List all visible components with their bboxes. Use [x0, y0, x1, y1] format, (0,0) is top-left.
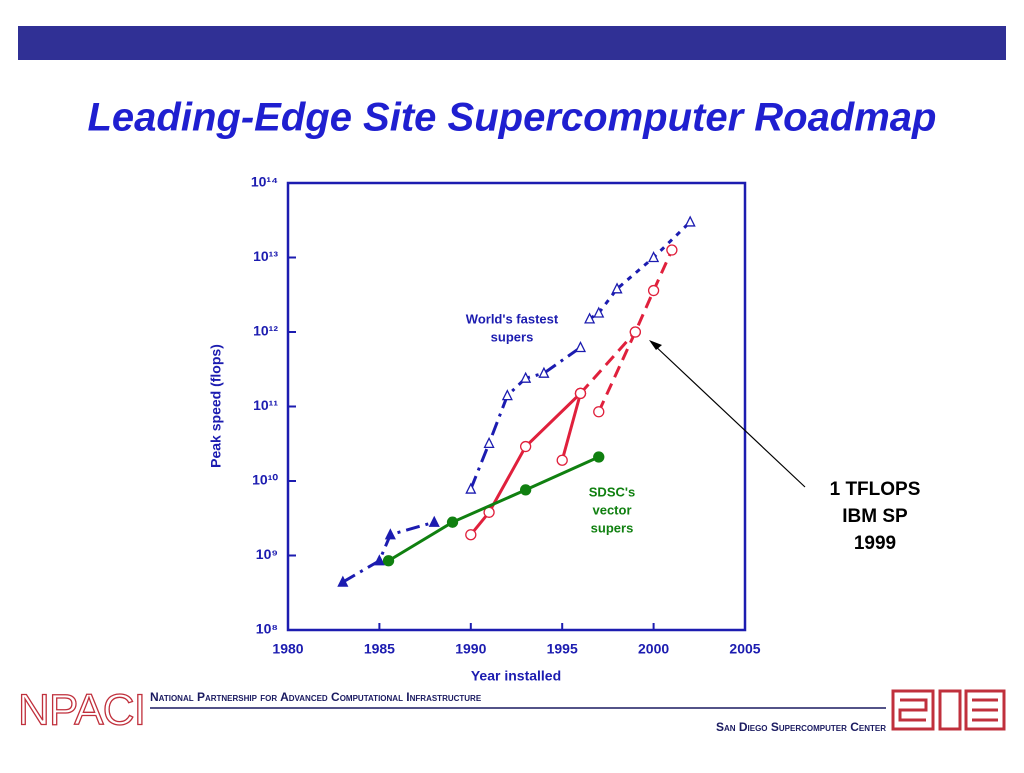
- marker: [384, 528, 396, 540]
- center-name: San Diego Supercomputer Center: [716, 720, 886, 734]
- arrowhead: [649, 340, 662, 350]
- x-tick-label: 2005: [729, 641, 760, 657]
- marker: [373, 554, 385, 566]
- annotation: supers: [591, 520, 634, 535]
- series-line: [597, 249, 674, 413]
- marker: [684, 215, 696, 227]
- series-line: [560, 392, 582, 461]
- title: Leading-Edge Site Supercomputer Roadmap: [87, 96, 936, 140]
- y-axis-label: Peak speed (flops): [208, 344, 224, 468]
- y-tick-label: 10⁸: [256, 621, 278, 637]
- annotation: 1 TFLOPS: [830, 479, 921, 500]
- series-line: [387, 455, 600, 563]
- series-line: [342, 520, 435, 584]
- marker: [574, 387, 587, 400]
- marker: [519, 484, 532, 496]
- annotation: World's fastest: [466, 311, 559, 326]
- marker: [465, 529, 477, 541]
- partnership: National Partnership for Advanced Comput…: [150, 690, 482, 704]
- y-tick-label: 10¹⁴: [251, 174, 278, 190]
- x-tick-label: 1990: [455, 641, 486, 657]
- arrow: [651, 342, 806, 488]
- y-tick-label: 10¹²: [253, 323, 278, 339]
- series-line: [588, 220, 692, 321]
- annotation: vector: [592, 502, 631, 517]
- series-line: [579, 331, 637, 395]
- y-tick-label: 10¹³: [253, 248, 278, 264]
- annotation: SDSC's: [589, 484, 635, 499]
- x-tick-label: 2000: [638, 641, 669, 657]
- marker: [465, 482, 477, 494]
- marker: [584, 312, 596, 324]
- marker: [647, 284, 660, 297]
- y-tick-label: 10¹¹: [253, 397, 278, 413]
- marker: [666, 244, 678, 256]
- marker: [648, 251, 660, 263]
- marker: [519, 440, 532, 453]
- sdsc-logo: [891, 689, 1006, 731]
- marker: [574, 341, 587, 353]
- annotation: supers: [491, 329, 534, 344]
- y-tick-label: 10⁹: [256, 546, 278, 562]
- x-tick-label: 1980: [272, 641, 303, 657]
- series-line: [469, 392, 582, 536]
- annotation: IBM SP: [842, 506, 908, 527]
- marker: [611, 282, 623, 294]
- series-line: [469, 346, 582, 490]
- marker: [593, 451, 605, 463]
- x-tick-label: 1985: [364, 641, 395, 657]
- npaci-logo: NPACI: [18, 686, 146, 735]
- marker: [337, 575, 349, 587]
- marker: [520, 371, 532, 383]
- marker: [538, 366, 550, 378]
- marker: [483, 436, 495, 449]
- annotation: 1999: [854, 533, 896, 554]
- marker: [382, 555, 395, 567]
- marker: [501, 389, 513, 401]
- marker: [593, 306, 605, 318]
- marker: [629, 326, 641, 338]
- top-bar: [18, 26, 1006, 60]
- x-axis-label: Year installed: [471, 668, 561, 684]
- marker: [593, 406, 605, 418]
- marker: [446, 516, 459, 528]
- y-tick-label: 10¹⁰: [252, 472, 278, 488]
- x-tick-label: 1995: [547, 641, 578, 657]
- marker: [556, 454, 568, 466]
- marker: [428, 515, 440, 527]
